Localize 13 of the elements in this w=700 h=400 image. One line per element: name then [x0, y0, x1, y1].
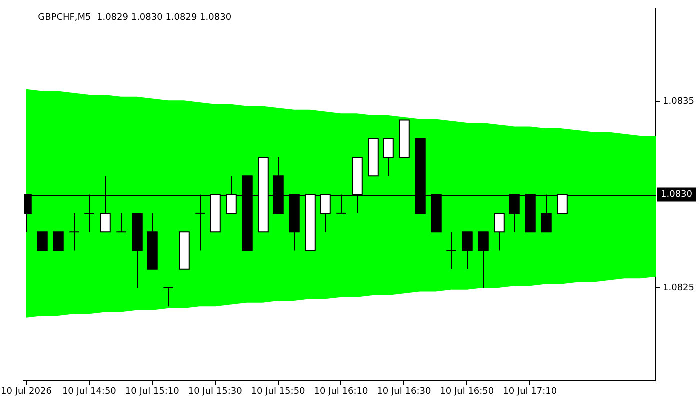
x-tick-label: 10 Jul 2026 — [1, 386, 52, 397]
x-tick-label: 10 Jul 17:10 — [503, 386, 558, 397]
x-tick-label: 10 Jul 16:30 — [377, 386, 432, 397]
x-tick-label: 10 Jul 15:50 — [251, 386, 306, 397]
ref-line-label: 1.0830 — [661, 190, 693, 200]
y-tick-label: 1.0825 — [663, 283, 694, 294]
x-tick-label: 10 Jul 16:10 — [314, 386, 368, 397]
x-tick-label: 10 Jul 14:50 — [62, 386, 117, 397]
y-tick-label: 1.0835 — [663, 96, 694, 107]
x-tick-label: 10 Jul 15:10 — [125, 386, 180, 397]
x-tick-label: 10 Jul 15:30 — [188, 386, 243, 397]
text: GBPCHF,M5 1.0829 1.0830 1.0829 1.0830 — [38, 13, 232, 24]
x-tick-label: 10 Jul 16:50 — [440, 386, 494, 397]
